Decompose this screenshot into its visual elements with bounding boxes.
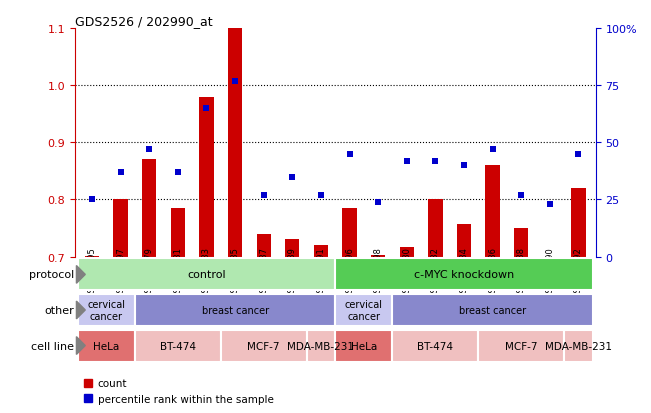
Bar <box>364 257 393 287</box>
Bar <box>77 294 135 326</box>
Bar <box>285 240 299 257</box>
Text: GSM136097: GSM136097 <box>116 247 125 297</box>
Text: HeLa: HeLa <box>93 341 120 351</box>
Text: BT-474: BT-474 <box>160 341 196 351</box>
Bar <box>135 257 163 287</box>
Bar <box>335 257 364 287</box>
Text: GSM136084: GSM136084 <box>460 247 469 297</box>
Text: protocol: protocol <box>29 270 74 280</box>
Bar <box>228 29 242 257</box>
Bar <box>536 257 564 287</box>
Bar <box>142 160 156 257</box>
Text: GSM136098: GSM136098 <box>374 247 383 297</box>
Bar <box>428 199 443 257</box>
Bar <box>564 330 593 362</box>
Bar <box>393 330 478 362</box>
Bar <box>221 257 249 287</box>
Bar <box>135 330 221 362</box>
Bar <box>564 257 593 287</box>
Bar <box>400 248 414 257</box>
Bar <box>478 257 507 287</box>
Text: MDA-MB-231: MDA-MB-231 <box>545 341 612 351</box>
Text: MCF-7: MCF-7 <box>505 341 538 351</box>
Bar <box>314 246 328 257</box>
Legend: count, percentile rank within the sample: count, percentile rank within the sample <box>80 374 278 408</box>
Polygon shape <box>76 337 85 355</box>
Text: GSM136085: GSM136085 <box>230 247 240 297</box>
Bar <box>221 330 307 362</box>
Bar <box>77 330 135 362</box>
Bar <box>478 330 564 362</box>
Bar <box>106 257 135 287</box>
Text: GDS2526 / 202990_at: GDS2526 / 202990_at <box>75 15 212 28</box>
Text: GSM136086: GSM136086 <box>488 247 497 297</box>
Polygon shape <box>76 301 85 319</box>
Bar <box>85 256 99 257</box>
Bar <box>256 234 271 257</box>
Text: breast cancer: breast cancer <box>202 305 269 315</box>
Bar <box>572 189 586 257</box>
Text: GSM136089: GSM136089 <box>288 247 297 297</box>
Text: GSM136088: GSM136088 <box>517 247 526 297</box>
Bar <box>393 257 421 287</box>
Text: c-MYC knockdown: c-MYC knockdown <box>414 270 514 280</box>
Text: GSM136087: GSM136087 <box>259 247 268 297</box>
Bar <box>199 97 214 257</box>
Bar <box>135 294 335 326</box>
Text: cervical
cancer: cervical cancer <box>345 299 383 321</box>
Text: GSM136092: GSM136092 <box>574 247 583 297</box>
Text: GSM136095: GSM136095 <box>87 247 96 297</box>
Bar <box>393 294 593 326</box>
Bar <box>278 257 307 287</box>
Text: MDA-MB-231: MDA-MB-231 <box>288 341 354 351</box>
Text: other: other <box>44 305 74 315</box>
Text: cell line: cell line <box>31 341 74 351</box>
Bar <box>514 228 529 257</box>
Bar <box>307 330 335 362</box>
Text: GSM136079: GSM136079 <box>145 247 154 297</box>
Bar <box>450 257 478 287</box>
Polygon shape <box>76 266 85 284</box>
Text: GSM136083: GSM136083 <box>202 247 211 297</box>
Text: MCF-7: MCF-7 <box>247 341 280 351</box>
Text: control: control <box>187 270 226 280</box>
Text: GSM136081: GSM136081 <box>173 247 182 297</box>
Bar <box>486 166 500 257</box>
Bar <box>77 257 106 287</box>
Bar <box>371 256 385 257</box>
Text: GSM136080: GSM136080 <box>402 247 411 297</box>
Bar <box>335 259 593 291</box>
Bar <box>77 259 335 291</box>
Bar <box>507 257 536 287</box>
Bar <box>249 257 278 287</box>
Bar <box>457 225 471 257</box>
Text: GSM136090: GSM136090 <box>546 247 555 297</box>
Bar <box>421 257 450 287</box>
Text: cervical
cancer: cervical cancer <box>87 299 126 321</box>
Bar <box>192 257 221 287</box>
Text: GSM136082: GSM136082 <box>431 247 440 297</box>
Bar <box>335 294 393 326</box>
Text: breast cancer: breast cancer <box>459 305 526 315</box>
Text: GSM136091: GSM136091 <box>316 247 326 297</box>
Bar <box>342 209 357 257</box>
Bar <box>307 257 335 287</box>
Bar <box>163 257 192 287</box>
Text: GSM136096: GSM136096 <box>345 247 354 297</box>
Text: HeLa: HeLa <box>351 341 377 351</box>
Bar <box>113 199 128 257</box>
Bar <box>171 209 185 257</box>
Bar <box>335 330 393 362</box>
Text: BT-474: BT-474 <box>417 341 453 351</box>
